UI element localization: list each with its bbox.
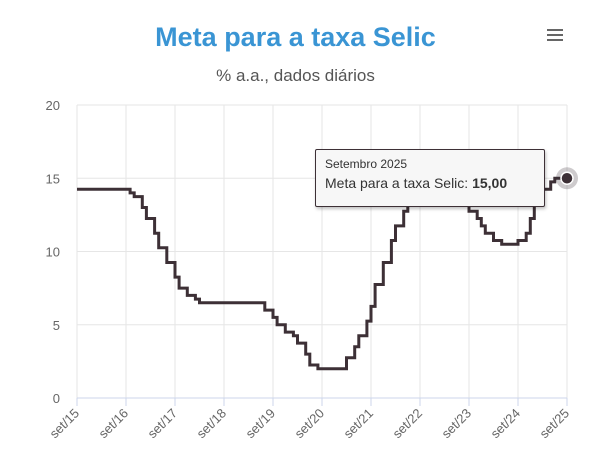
x-tick-label: set/20 — [291, 406, 327, 442]
tooltip-value: 15,00 — [472, 175, 508, 191]
y-tick-label: 0 — [53, 391, 60, 406]
x-tick-label: set/17 — [144, 406, 180, 442]
tooltip-date: Setembro 2025 — [325, 157, 408, 171]
x-tick-label: set/22 — [389, 406, 425, 442]
x-tick-label: set/18 — [193, 406, 229, 442]
x-tick-label: set/15 — [46, 406, 82, 442]
x-tick-label: set/21 — [340, 406, 376, 442]
chart-title: Meta para a taxa Selic — [155, 22, 436, 52]
data-point-marker[interactable] — [560, 171, 574, 185]
x-tick-label: set/24 — [487, 406, 523, 442]
x-tick-label: set/23 — [438, 406, 474, 442]
y-tick-label: 20 — [46, 98, 60, 113]
x-tick-label: set/25 — [536, 406, 572, 442]
y-tick-label: 10 — [46, 245, 60, 260]
y-tick-label: 5 — [53, 318, 60, 333]
tooltip: Setembro 2025 Meta para a taxa Selic: 15… — [315, 149, 545, 207]
y-tick-label: 15 — [46, 171, 60, 186]
tooltip-series-label: Meta para a taxa Selic: — [325, 175, 469, 191]
series-line — [77, 176, 567, 371]
x-tick-label: set/16 — [95, 406, 131, 442]
chart-subtitle: % a.a., dados diários — [216, 66, 375, 85]
hamburger-menu-icon[interactable] — [543, 25, 567, 45]
x-tick-label: set/19 — [242, 406, 278, 442]
